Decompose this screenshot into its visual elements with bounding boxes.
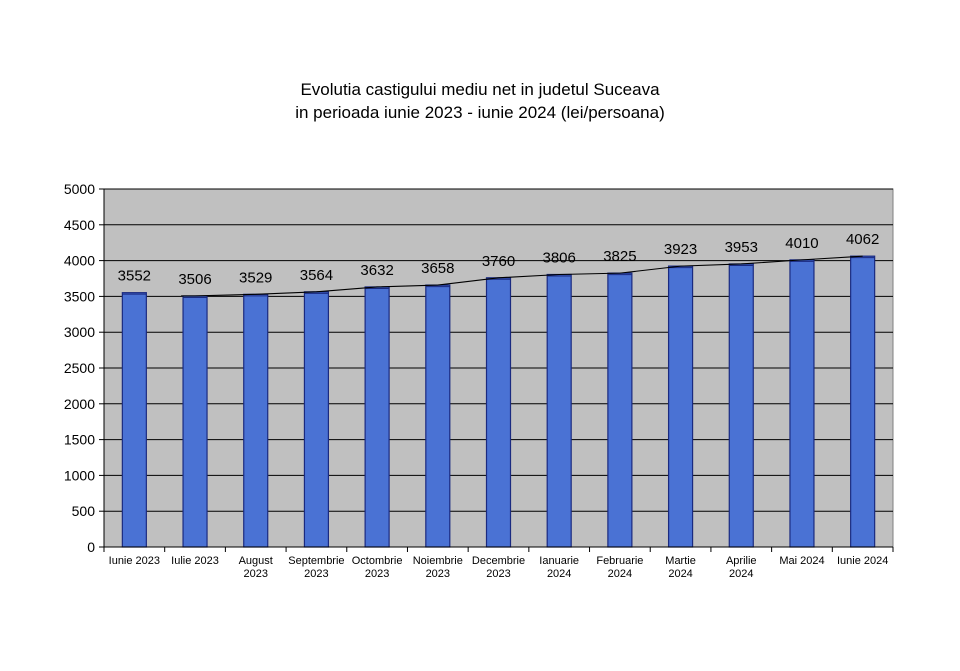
bar [121,292,147,548]
data-label: 3923 [664,241,697,258]
bar [546,273,572,548]
data-label: 3564 [300,267,333,284]
y-tick-label: 2000 [64,396,95,412]
bar [425,284,451,548]
bar [364,286,390,548]
x-category-label: Ianuarie [539,555,579,567]
data-label: 3806 [543,249,576,266]
x-category-label: Iulie 2023 [171,555,219,567]
chart-title-line-1: Evolutia castigului mediu net in judetul… [300,80,660,99]
x-category-label: Martie [665,555,696,567]
y-tick-label: 4500 [64,217,95,233]
y-tick-label: 1500 [64,432,95,448]
x-category-label: 2023 [243,568,267,580]
x-category-label: 2023 [365,568,389,580]
x-category-label: Decembrie [472,555,525,567]
trendline-layer [181,255,863,297]
x-category-label: Iunie 2024 [837,555,888,567]
chart-title: Evolutia castigului mediu net in judetul… [0,78,960,124]
bar [789,259,815,548]
chart-title-line-2: in perioada iunie 2023 - iunie 2024 (lei… [295,103,665,122]
y-tick-label: 3500 [64,288,95,304]
axes: 0 500 1000 1500 2000 2500 3000 3500 4000 4500 5000… [64,181,894,580]
data-label: 3632 [360,262,393,279]
x-category-label: Septembrie [288,555,344,567]
data-label: 3552 [118,268,151,285]
x-category-label: 2024 [608,568,632,580]
data-label: 3658 [421,260,454,277]
x-category-label: 2024 [729,568,753,580]
x-category-label: Octombrie [352,555,403,567]
y-tick-label: 3000 [64,324,95,340]
bar [667,265,694,548]
x-category-label: 2024 [547,568,571,580]
x-category-label: Iunie 2023 [109,555,160,567]
x-category-label: Mai 2024 [779,555,824,567]
data-label: 3529 [239,269,272,286]
y-tick-label: 4000 [64,253,95,269]
bar [728,263,754,548]
y-tick-label: 1000 [64,467,95,483]
data-label: 4062 [846,231,879,248]
bar [243,293,269,548]
bars [121,255,876,548]
x-category-label: Noiembrie [413,555,463,567]
x-category-label: 2023 [426,568,450,580]
bar [485,277,512,548]
y-tick-label: 2500 [64,360,95,376]
bar [182,295,208,548]
y-tick-label: 500 [72,503,96,519]
x-category-label: 2023 [304,568,328,580]
data-labels: 3552 3506 3529 3564 3632 3658 3760 3806 3825 3923… [118,231,880,288]
bar [850,255,876,548]
data-label: 3825 [603,248,636,265]
x-category-label: 2024 [668,568,692,580]
data-label: 3506 [178,271,211,288]
x-category-label: Aprilie [726,555,757,567]
data-label: 3760 [482,253,515,270]
y-tick-label: 5000 [64,181,95,197]
data-label: 4010 [785,235,818,252]
x-category-label: August [239,555,273,567]
trendline [181,255,863,297]
x-category-label: Februarie [596,555,643,567]
data-label: 3953 [725,239,758,256]
x-category-label: 2023 [486,568,510,580]
y-tick-label: 0 [87,539,95,555]
bar [303,291,330,548]
bar [607,272,633,548]
